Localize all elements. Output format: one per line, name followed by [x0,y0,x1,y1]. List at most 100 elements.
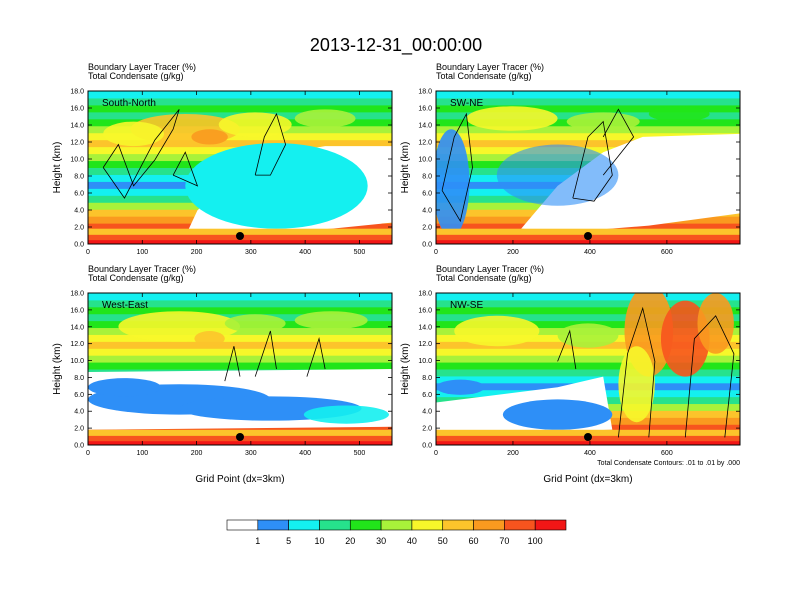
x-axis-label: Grid Point (dx=3km) [543,474,632,485]
colorbar-label: 100 [528,536,543,546]
field-band [436,361,740,370]
boundary-layer [88,441,392,445]
y-tick-label: 0.0 [422,242,432,249]
colorbar-label: 40 [407,536,417,546]
y-tick-label: 10.0 [70,157,84,164]
field-patch [88,378,161,397]
field-patch [454,315,540,347]
y-tick-label: 12.0 [70,341,84,348]
colorbar-swatch [380,519,413,531]
field-band [436,132,740,141]
condensate-contour [102,109,180,199]
field-patch [660,300,710,377]
plot-frame [435,90,741,245]
y-axis-label: Height (km) [52,142,63,194]
plot-frame [87,292,393,446]
field-patch [618,346,655,423]
boundary-layer [436,240,740,244]
y-tick-label: 0.0 [74,242,84,249]
x-tick-label: 500 [354,249,366,256]
condensate-contour [306,337,326,377]
field-band [436,354,740,363]
y-tick-label: 14.0 [418,123,432,130]
field-band [88,361,392,370]
field-patch [436,379,485,395]
y-tick-label: 16.0 [418,106,432,113]
condensate-contour [557,329,577,370]
panel-south-north: Boundary Layer Tracer (%)Total Condensat… [52,62,393,256]
colorbar: 1 5 10 20 30 40 50 60 70 100 [226,519,567,546]
colorbar-label: 30 [376,536,386,546]
y-tick-label: 18.0 [70,89,84,96]
field-band [436,299,740,308]
field-patch [436,129,470,237]
x-tick-label: 200 [191,249,203,256]
field-band [88,333,392,342]
panel-label-condensate: Total Condensate (g/kg) [88,71,184,81]
y-tick-label: 10.0 [418,157,432,164]
x-tick-label: 600 [661,249,673,256]
field-band [88,132,392,141]
field-band [88,354,392,363]
x-tick-label: 400 [299,450,311,457]
y-tick-label: 2.0 [422,225,432,232]
colorbar-swatch [442,519,474,531]
y-tick-label: 6.0 [422,392,432,399]
field-band [88,347,392,356]
center-point-marker [236,232,244,240]
field-band [436,139,740,148]
field-patch [502,399,613,430]
x-tick-label: 400 [584,249,596,256]
field-patch [224,314,286,333]
field-clear-region [521,133,740,232]
y-tick-label: 6.0 [74,392,84,399]
x-tick-label: 600 [661,450,673,457]
field-band [436,313,740,322]
y-tick-label: 6.0 [74,191,84,198]
field-band [436,104,740,113]
condensate-contour [172,151,199,187]
x-tick-label: 100 [136,249,148,256]
y-tick-label: 4.0 [74,409,84,416]
condensate-contour [441,112,473,223]
y-axis-label: Height (km) [400,142,411,194]
color-field [436,91,740,244]
field-patch [185,143,368,229]
colorbar-swatch [534,519,567,531]
field-patch [697,293,734,354]
y-tick-label: 16.0 [418,307,432,314]
y-tick-label: 2.0 [74,225,84,232]
field-band [436,306,740,315]
field-band [88,306,392,315]
field-band [436,293,740,301]
colorbar-swatch [411,519,444,531]
y-tick-label: 2.0 [422,426,432,433]
y-tick-label: 2.0 [74,426,84,433]
y-tick-label: 16.0 [70,106,84,113]
field-band [88,340,392,349]
field-band [88,293,392,301]
boundary-layer [88,240,392,244]
colorbar-label: 1 [255,536,260,546]
color-field [88,293,392,445]
colorbar-swatch [226,519,259,531]
panel-label-tracer: Boundary Layer Tracer (%) [436,264,544,274]
y-tick-label: 0.0 [422,443,432,450]
colorbar-swatch [288,519,320,531]
y-tick-label: 12.0 [418,140,432,147]
field-patch [294,311,368,330]
y-tick-label: 14.0 [418,324,432,331]
field-patch [218,112,292,137]
panel-label-condensate: Total Condensate (g/kg) [436,273,532,283]
y-tick-label: 4.0 [422,208,432,215]
field-band [436,368,740,377]
x-tick-label: 400 [299,249,311,256]
x-tick-label: 200 [191,450,203,457]
transect-label: NW-SE [450,300,483,311]
field-patch [303,405,389,424]
field-patch [194,331,225,347]
field-patch [648,106,710,122]
field-patch [103,121,164,147]
x-tick-label: 300 [245,450,257,457]
